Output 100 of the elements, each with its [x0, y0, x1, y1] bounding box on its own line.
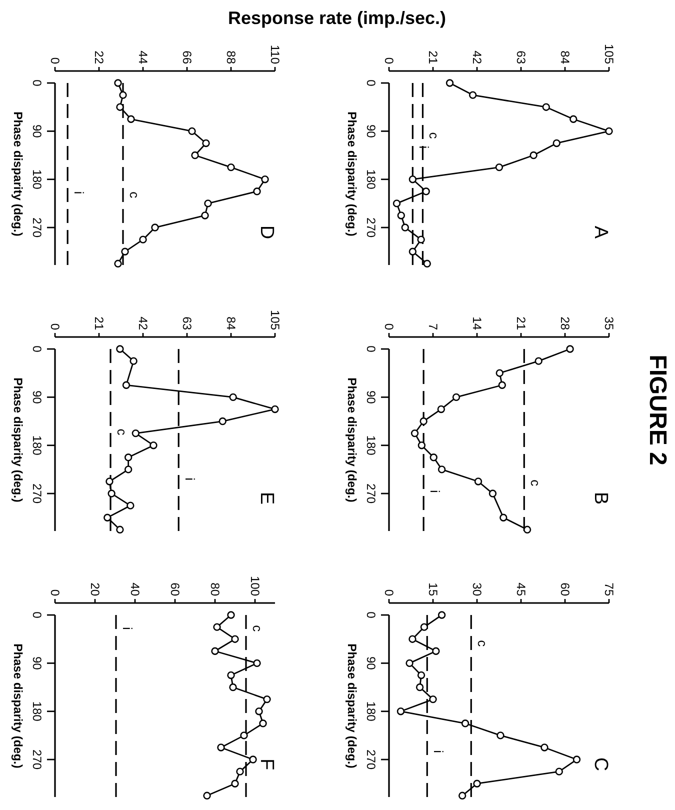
x-tick-label: 22	[92, 50, 106, 64]
x-tick-label: 28	[558, 316, 572, 330]
point	[119, 91, 127, 99]
point	[540, 744, 548, 752]
point	[204, 200, 212, 208]
point	[139, 236, 147, 244]
point	[217, 744, 225, 752]
point	[116, 345, 124, 353]
y-tick-label: 270	[30, 484, 44, 504]
y-tick-label: 270	[364, 484, 378, 504]
point	[417, 236, 425, 244]
point	[430, 454, 438, 462]
point	[202, 139, 210, 148]
point	[236, 768, 244, 776]
point	[572, 756, 581, 764]
point	[498, 381, 506, 389]
point	[458, 792, 466, 800]
point	[253, 659, 261, 668]
y-tick-label: 180	[364, 169, 378, 190]
x-tick-label: 110	[268, 44, 282, 64]
y-tick-label: 90	[30, 390, 44, 404]
x-tick-label: 21	[514, 316, 528, 330]
y-tick-label: 90	[364, 124, 378, 138]
point	[151, 224, 159, 232]
point	[495, 163, 504, 172]
y-axis-title: Phase disparity (deg.)	[11, 644, 25, 768]
point	[191, 151, 199, 160]
point	[420, 417, 428, 426]
point	[500, 514, 508, 522]
x-tick-label: 42	[470, 50, 484, 64]
point	[468, 91, 477, 99]
point	[240, 732, 248, 740]
y-tick-label: 90	[364, 390, 378, 404]
y-tick-label: 270	[364, 750, 378, 770]
x-tick-label: 35	[602, 316, 616, 330]
point	[542, 103, 550, 111]
text: F	[256, 758, 277, 770]
x-tick-label: 60	[168, 582, 182, 596]
point	[253, 188, 261, 196]
x-tick-label: 84	[558, 50, 572, 64]
point	[461, 720, 470, 728]
annotation: i	[72, 191, 87, 194]
x-tick-label: 20	[88, 582, 102, 596]
point	[416, 683, 424, 692]
point	[452, 393, 460, 402]
y-tick-label: 270	[30, 750, 44, 770]
annotation: i	[120, 626, 135, 630]
x-tick-label: 0	[382, 323, 396, 330]
point	[418, 442, 426, 450]
point	[116, 526, 124, 534]
point	[417, 671, 426, 680]
text: B	[590, 492, 611, 505]
point	[473, 780, 481, 788]
x-tick-label: 40	[128, 582, 142, 596]
point	[408, 176, 417, 184]
point	[534, 357, 542, 365]
y-tick-label: 270	[30, 218, 44, 238]
text: C	[590, 757, 611, 772]
y-tick-label: 90	[364, 656, 378, 670]
point	[397, 212, 405, 220]
x-tick-label: 7	[426, 323, 440, 330]
point	[227, 671, 235, 680]
point	[401, 224, 409, 232]
point	[261, 176, 269, 184]
point	[108, 490, 116, 498]
y-tick-label: 180	[30, 435, 44, 456]
point	[423, 260, 431, 268]
x-tick-label: 42	[136, 316, 150, 330]
point	[271, 405, 279, 414]
point	[259, 720, 267, 728]
annotation: i	[428, 490, 443, 493]
text: E	[256, 492, 277, 505]
y-tick-label: 270	[364, 218, 378, 238]
x-tick-label: 44	[136, 50, 150, 64]
y-axis-title: Phase disparity (deg.)	[11, 112, 25, 236]
y-axis-title: Phase disparity (deg.)	[11, 378, 25, 502]
y-axis-title: Phase disparity (deg.)	[345, 378, 359, 502]
point	[437, 405, 446, 414]
y-tick-label: 180	[364, 701, 378, 722]
point	[211, 647, 219, 655]
x-axis-title: Response rate (imp./sec.)	[228, 8, 446, 28]
y-tick-label: 0	[30, 346, 44, 353]
point	[106, 478, 114, 486]
x-tick-label: 63	[514, 50, 528, 64]
point	[408, 248, 417, 256]
y-tick-label: 0	[30, 612, 44, 619]
x-tick-label: 21	[92, 316, 106, 330]
point	[438, 466, 446, 474]
point	[231, 780, 239, 788]
y-tick-label: 0	[364, 80, 378, 87]
point	[605, 127, 613, 136]
point	[231, 635, 239, 643]
y-tick-label: 0	[364, 612, 378, 619]
y-tick-label: 90	[30, 124, 44, 138]
point	[124, 466, 132, 474]
x-tick-label: 30	[470, 582, 484, 596]
annotation: i	[431, 750, 446, 754]
point	[203, 792, 211, 800]
point	[408, 635, 416, 643]
annotation: i	[182, 478, 198, 481]
